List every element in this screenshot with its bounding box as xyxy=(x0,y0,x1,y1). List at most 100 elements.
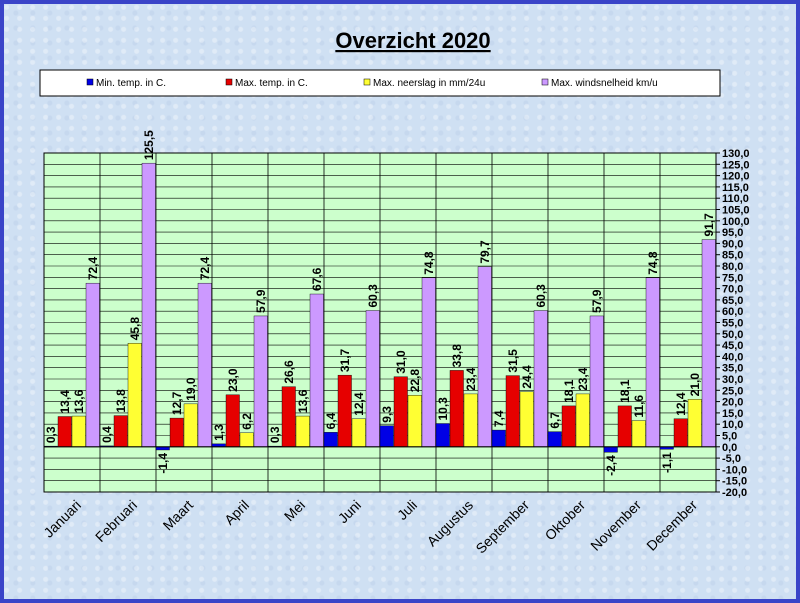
data-label: 57,9 xyxy=(254,289,268,313)
data-label: 6,7 xyxy=(548,412,562,429)
bar xyxy=(435,423,450,448)
data-label: 74,8 xyxy=(422,251,436,275)
data-label: 12,4 xyxy=(674,392,688,416)
legend-swatch xyxy=(225,78,233,86)
data-label: 13,6 xyxy=(296,389,310,413)
bar xyxy=(323,432,338,447)
y-tick-label: 65,0 xyxy=(722,295,743,307)
bar xyxy=(169,417,184,447)
data-label: 60,3 xyxy=(534,284,548,308)
category-label: Maart xyxy=(159,497,196,534)
bar xyxy=(421,277,436,448)
bar xyxy=(687,399,702,447)
data-label: 60,3 xyxy=(366,284,380,308)
bar xyxy=(365,310,380,448)
bar xyxy=(71,415,86,447)
bar xyxy=(533,310,548,448)
data-label: 31,0 xyxy=(394,350,408,374)
bar xyxy=(197,282,212,447)
data-label: 10,3 xyxy=(436,397,450,421)
category-label: Juni xyxy=(335,497,364,526)
data-label: 74,8 xyxy=(646,251,660,275)
data-label: 13,8 xyxy=(114,389,128,413)
y-tick-label: -15,0 xyxy=(722,476,747,488)
bar xyxy=(183,403,198,447)
legend-swatch xyxy=(363,78,371,86)
data-label: 18,1 xyxy=(562,379,576,403)
bar xyxy=(673,418,688,448)
y-tick-label: 95,0 xyxy=(722,227,743,239)
y-tick-label: 130,0 xyxy=(722,148,750,160)
category-label: Oktober xyxy=(542,497,589,544)
category-label: Augustus xyxy=(424,497,477,550)
bar xyxy=(547,431,562,447)
bar xyxy=(449,370,464,447)
bar xyxy=(253,315,268,448)
y-tick-label: -20,0 xyxy=(722,487,747,499)
category-label: December xyxy=(643,497,700,554)
y-tick-label: 80,0 xyxy=(722,261,743,273)
bar xyxy=(645,277,660,448)
y-tick-label: 40,0 xyxy=(722,351,743,363)
bar xyxy=(351,418,366,448)
data-label: 57,9 xyxy=(590,289,604,313)
bar xyxy=(309,293,324,447)
data-label: 11,6 xyxy=(632,395,646,418)
data-label: 19,0 xyxy=(184,377,198,401)
bar xyxy=(519,391,534,448)
category-label: Februari xyxy=(92,497,140,545)
bar xyxy=(701,239,716,448)
category-label: Juli xyxy=(394,497,420,523)
y-tick-label: 25,0 xyxy=(722,385,743,397)
data-label: 12,7 xyxy=(170,391,184,415)
category-label: September xyxy=(472,497,532,557)
legend-entry: Min. temp. in C. xyxy=(96,78,166,89)
y-tick-label: 85,0 xyxy=(722,250,743,262)
data-label: 72,4 xyxy=(86,256,100,280)
bar xyxy=(575,393,590,447)
bar xyxy=(631,420,646,448)
data-label: 18,1 xyxy=(618,379,632,403)
data-label: 13,6 xyxy=(72,389,86,413)
y-tick-label: 120,0 xyxy=(722,171,750,183)
bar xyxy=(561,405,576,448)
data-label: -1,1 xyxy=(660,452,674,473)
data-label: 91,7 xyxy=(702,213,716,237)
data-label: 23,0 xyxy=(226,368,240,392)
legend-entry: Max. neerslag in mm/24u xyxy=(373,78,485,89)
bar xyxy=(225,394,240,448)
data-label: 67,6 xyxy=(310,267,324,291)
data-label: 6,4 xyxy=(324,412,338,429)
data-label: 0,3 xyxy=(268,426,282,443)
data-label: 12,4 xyxy=(352,392,366,416)
bar xyxy=(141,162,156,448)
y-tick-label: 60,0 xyxy=(722,306,743,318)
y-tick-label: 5,0 xyxy=(722,431,737,443)
y-tick-label: 90,0 xyxy=(722,238,743,250)
bar xyxy=(281,386,296,447)
bar xyxy=(127,343,142,447)
bar xyxy=(463,393,478,447)
data-label: 13,4 xyxy=(58,390,72,414)
bar xyxy=(239,432,254,447)
bar xyxy=(617,405,632,448)
data-label: 6,2 xyxy=(240,413,254,430)
bar xyxy=(477,266,492,448)
data-label: 9,3 xyxy=(380,406,394,423)
data-label: 24,4 xyxy=(520,365,534,389)
y-tick-label: 100,0 xyxy=(722,216,750,228)
y-tick-label: 75,0 xyxy=(722,272,743,284)
chart-frame: Overzicht 2020 Min. temp. in C. Max. temp… xyxy=(4,4,796,599)
data-label: 1,3 xyxy=(212,424,226,441)
bar xyxy=(295,415,310,447)
data-label: 23,4 xyxy=(576,367,590,391)
data-label: 72,4 xyxy=(198,256,212,280)
data-label: 26,6 xyxy=(282,360,296,384)
bar xyxy=(491,429,506,447)
y-tick-label: 45,0 xyxy=(722,340,743,352)
y-tick-label: 105,0 xyxy=(722,205,750,217)
legend-entry: Max. temp. in C. xyxy=(235,78,308,89)
y-tick-label: 35,0 xyxy=(722,363,743,375)
legend-box xyxy=(39,69,721,97)
data-label: -2,4 xyxy=(604,455,618,476)
